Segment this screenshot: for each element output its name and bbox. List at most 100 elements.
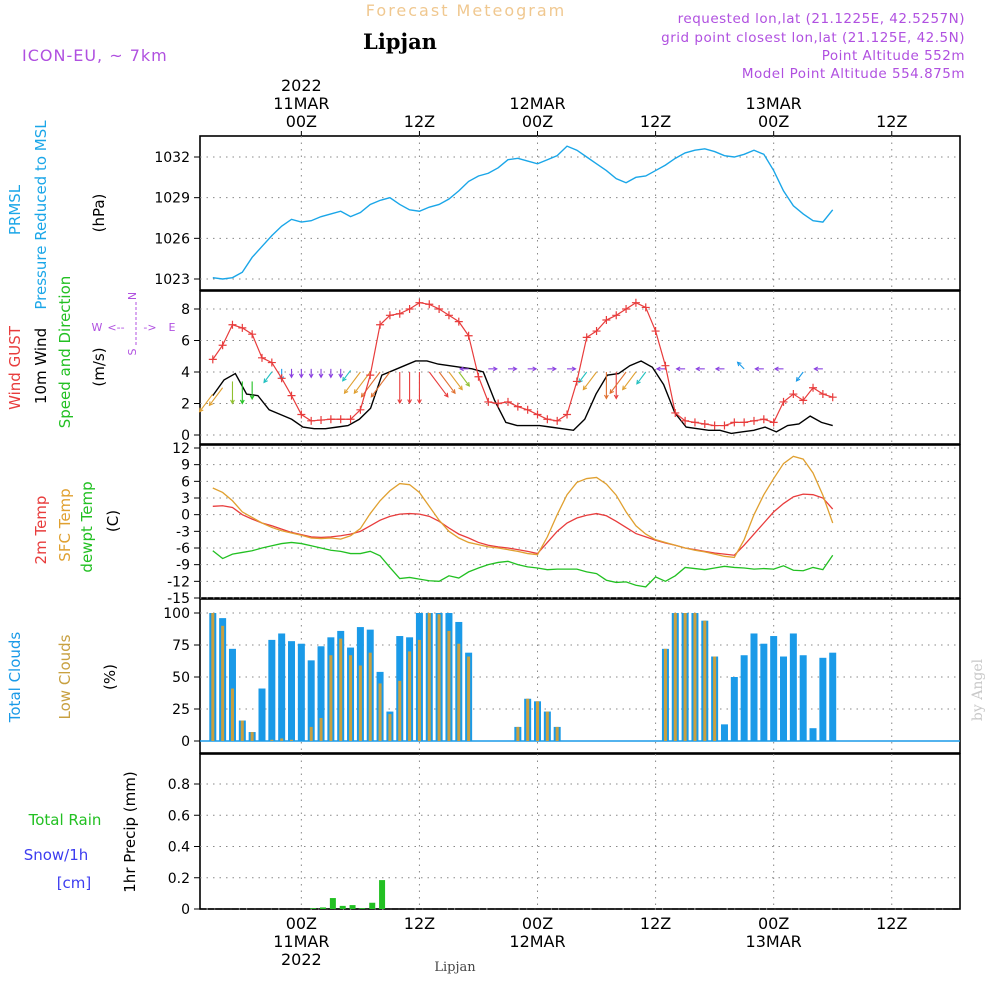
gust-marker <box>533 410 542 419</box>
wind10-label: 10m Wind <box>32 328 50 404</box>
sfc-temp-label: SFC Temp <box>56 488 74 561</box>
rain-bar <box>339 905 346 909</box>
wind-arrow <box>578 371 588 383</box>
temp2m-label: 2m Temp <box>32 496 50 565</box>
wind-arrowhead <box>512 366 518 372</box>
time-label-top: 12Z <box>404 112 435 131</box>
precip-panel <box>200 880 960 910</box>
dewpt-line <box>212 541 834 588</box>
gust-marker <box>769 418 778 427</box>
total-clouds-label: Total Clouds <box>6 632 24 724</box>
snow-unit: [cm] <box>57 874 92 892</box>
low-cloud-bar <box>339 638 343 741</box>
temperature-ytick-label: 12 <box>172 441 190 457</box>
wind-arrowhead <box>675 366 681 372</box>
gust-marker <box>779 397 788 406</box>
low-cloud-bar <box>526 698 530 741</box>
compass-w: W <box>92 321 103 334</box>
wind-arrowhead <box>458 385 463 391</box>
gust-marker <box>435 305 444 313</box>
low-cloud-bar <box>683 613 687 741</box>
compass-s: S <box>126 348 139 355</box>
model-altitude: Model Point Altitude 554.875m <box>742 66 965 82</box>
low-cloud-bar <box>270 739 274 741</box>
clouds-panel <box>200 613 960 742</box>
time-label-bottom: 00Z <box>758 914 789 933</box>
precip-ytick-label: 0.4 <box>168 840 190 856</box>
gust-marker <box>415 298 424 307</box>
total-cloud-bar <box>278 633 286 741</box>
gust-marker <box>494 399 503 408</box>
gust-marker <box>336 415 345 424</box>
temperature-ytick-label: 0 <box>181 508 190 524</box>
wind-arrow <box>208 387 224 406</box>
wind-arrowhead <box>407 399 412 405</box>
wind10-line <box>212 360 833 435</box>
wind-arrow <box>342 370 351 382</box>
compass-e: E <box>169 321 176 334</box>
rain-bar <box>349 905 356 909</box>
total-cloud-bar <box>258 688 266 741</box>
watermark: by Angel <box>970 658 986 721</box>
temperature-ytick-label: 3 <box>181 491 190 507</box>
requested-point: requested lon,lat (21.1225E, 42.5257N) <box>678 11 965 27</box>
wind-arrowhead <box>532 366 538 372</box>
temperature-panel <box>212 455 834 588</box>
low-cloud-bar <box>516 726 520 741</box>
gust-marker <box>257 353 266 362</box>
time-label-top: 11MAR <box>273 94 329 113</box>
clouds-ytick-label: 75 <box>172 638 190 654</box>
total-cloud-bar <box>799 655 807 741</box>
pressure-label-1: PRMSL <box>6 184 24 235</box>
time-label-bottom: 13MAR <box>746 932 802 951</box>
wind-arrowhead <box>655 366 661 372</box>
total-cloud-bar <box>297 643 305 741</box>
low-cloud-bar <box>290 739 294 741</box>
temperature-ytick-label: -9 <box>176 558 190 574</box>
gust-marker <box>395 309 404 318</box>
rain-label: Total Rain <box>28 811 102 829</box>
gust-marker <box>346 415 355 424</box>
gust-marker <box>287 391 296 400</box>
location-title: Lipjan <box>363 29 437 54</box>
wind-arrow <box>448 371 463 390</box>
time-label-top: 12MAR <box>509 94 565 113</box>
wind-panel <box>198 298 837 435</box>
wind-ytick-label: 8 <box>181 302 190 318</box>
wind-arrow <box>737 361 745 370</box>
gust-marker <box>267 358 276 367</box>
low-cloud-bar <box>349 655 353 741</box>
total-cloud-bar <box>780 656 788 741</box>
temp-unit: (C) <box>104 510 122 532</box>
wind-arrowhead <box>714 366 720 372</box>
gust-marker <box>572 377 581 386</box>
low-cloud-bar <box>457 643 461 741</box>
temp-2m-line <box>212 493 834 556</box>
total-cloud-bar <box>819 657 827 741</box>
gust-marker <box>759 415 768 424</box>
wind-arrowhead <box>343 389 349 395</box>
point-altitude: Point Altitude 552m <box>822 48 965 64</box>
gust-marker <box>277 374 286 383</box>
gust-marker <box>248 330 257 339</box>
wind-arrow <box>370 371 391 398</box>
time-label-top: 00Z <box>522 112 553 131</box>
gust-marker <box>799 396 808 405</box>
gust-marker <box>749 416 758 425</box>
gust-marker <box>444 311 453 320</box>
wind-ytick-label: 0 <box>181 428 190 444</box>
wind-arrowhead <box>754 366 760 372</box>
pressure-panel <box>212 145 834 280</box>
wind-arrowhead <box>458 366 464 372</box>
sfc-temp-line <box>212 455 834 559</box>
total-cloud-bar <box>770 636 778 741</box>
dewpt-label: dewpt Temp <box>78 481 96 572</box>
gust-marker <box>612 311 621 320</box>
wind-arrowhead <box>289 373 294 379</box>
wind-arrowhead <box>795 376 801 382</box>
clouds-unit: (%) <box>101 664 119 690</box>
gust-line <box>212 302 833 427</box>
low-cloud-bar <box>378 683 382 741</box>
wind-ytick-label: 6 <box>181 334 190 350</box>
